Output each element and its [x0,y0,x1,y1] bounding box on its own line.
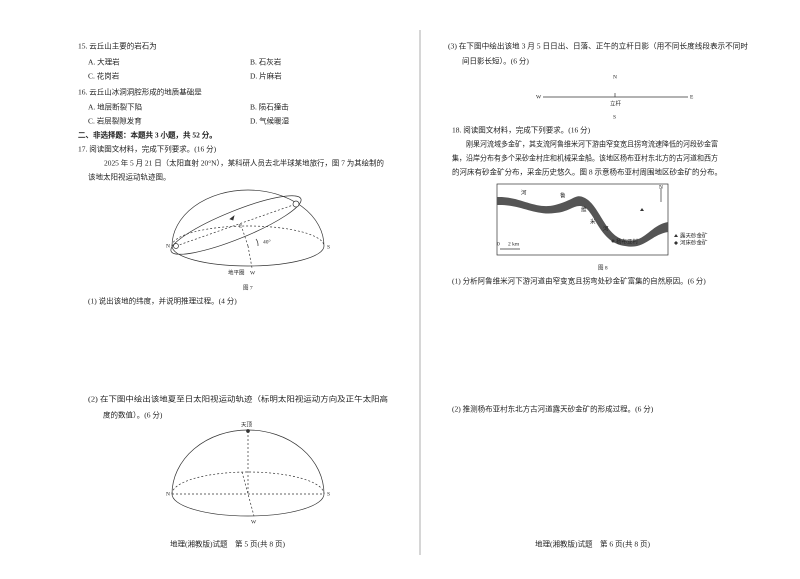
option: D. 片麻岩 [250,71,282,81]
figure-label: 地平圈 [228,268,245,276]
angle-arc [255,238,259,247]
dome [171,189,325,247]
map-label: 河 [603,224,609,232]
option: C. 花岗岩 [88,71,120,81]
option: A. 地层断裂下陷 [88,102,142,112]
map-label: 米 [590,217,596,225]
figure-label: N [613,74,617,80]
gold-mark [640,208,644,211]
scale-label: 2 km [508,241,520,247]
sub-question: (1) 说出该地的纬度，并说明推理过程。(4 分) [88,296,237,306]
material: 该地太阳视运动轨迹图。 [88,172,171,182]
sub-question: (2) 在下图中绘出该地夏至日太阳视运动轨迹（标明太阳视运动方向及正午太阳高 [88,394,389,404]
footer: 地理(湘教版)试题 第 5 页(共 8 页) [170,539,285,549]
map-label: 鲁 [560,191,566,199]
figure-caption: 图 8 [598,263,608,271]
figure-8 [496,183,678,256]
horizon-back [171,225,325,247]
question: 16. 云丘山冰洞洞腔形成的地质基础是 [78,87,202,97]
figure-label: 天顶 [241,421,253,428]
figure-label: W [250,270,256,276]
figure-label: S [613,114,616,120]
meridian [241,227,249,247]
sub-question: (1) 分析阿鲁维米河下游河道由窄变宽且拐弯处砂金矿富集的自然原因。(6 分) [452,276,706,286]
figure-label: N [166,491,170,497]
option: C. 岩层裂隙发育 [88,116,142,126]
legend-label: 河床砂金矿 [680,238,708,246]
horizon-back [171,471,325,495]
question: 18. 阅读图文材料，完成下列要求。(16 分) [452,125,591,135]
figure-label: E [239,223,243,229]
option: B. 石灰岩 [250,57,282,67]
arrow [229,215,235,221]
figure-label: E [690,94,694,100]
material: 的河床有砂金矿分布，采金历史悠久。图 8 示意杨布亚村周围地区砂金矿的分布。 [452,167,722,177]
figure-label: S [327,491,330,497]
figure-7 [170,189,325,269]
axis [175,203,297,247]
material: 刚果河流域多金矿，其支流阿鲁维米河下游由窄变宽且拐弯流速降低的河段砂金富 [466,139,718,149]
hemisphere-figure [171,429,325,517]
question: 17. 阅读图文材料，完成下列要求。(16 分) [78,144,217,154]
zenith-dot [246,429,250,433]
map-label: 杨布亚村 [616,237,639,245]
horizon-front [171,245,325,267]
figure-caption: 图 7 [243,283,253,291]
option: A. 大理岩 [88,57,120,67]
material: 集，沿岸分布有多个采砂金村庄和机械采金船。该地区杨布亚村东北方的古河道和西方 [452,153,718,163]
north-label: N [659,184,663,190]
figure-label: N [166,243,170,249]
option: B. 陨石撞击 [250,102,289,112]
sub-question: 间日影长短）。(6 分) [462,56,529,66]
sub-question: (3) 在下图中绘出该地 3 月 5 日日出、日落、正午的立杆日影（用不同长度线… [448,41,749,51]
scale-label: 0 [497,241,500,247]
sub-question: (2) 推测杨布亚村东北方古河道露天砂金矿的形成过程。(6 分) [452,404,654,414]
figure-label: W [536,94,542,100]
sun [173,243,179,249]
sun-path [170,195,302,255]
horizon-front [171,493,325,517]
figure-label: 立杆 [610,99,622,107]
figure-label: S [327,244,330,250]
figure-label: 40° [263,238,271,245]
sub-question: 度的数值）。(6 分) [103,410,163,420]
footer: 地理(湘教版)试题 第 6 页(共 8 页) [535,539,650,549]
option: D. 气候暖湿 [250,116,290,126]
village-dot [611,239,615,243]
legend-label: 露天砂金矿 [680,231,708,239]
section-heading: 二、非选择题：本题共 3 小题，共 52 分。 [78,130,217,140]
map-label: 维 [581,205,587,213]
material: 2025 年 5 月 21 日（太阳直射 20°N），某科研人员去北半球某地旅行… [104,158,384,168]
question: 15. 云丘山主要的岩石为 [78,41,157,51]
sun [292,200,300,208]
figure-label: W [251,519,257,525]
map-label: 河 [521,188,527,196]
legend-marker [674,234,678,237]
river [497,196,668,247]
legend-marker [674,241,678,245]
